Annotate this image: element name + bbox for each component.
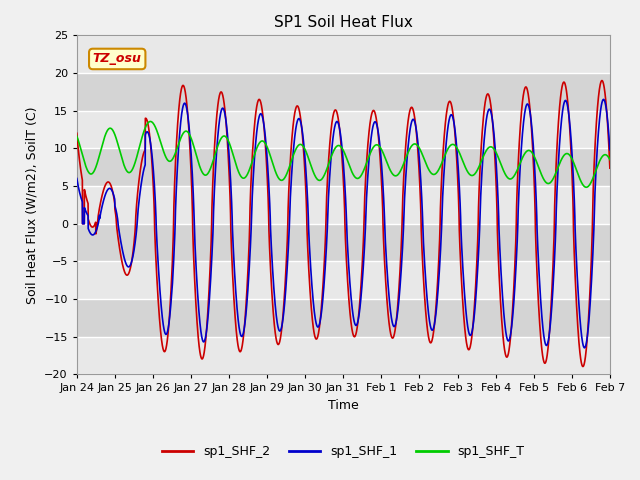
Bar: [77, 73, 610, 111]
Bar: [77, 111, 610, 148]
Text: TZ_osu: TZ_osu: [93, 52, 141, 65]
Y-axis label: Soil Heat Flux (W/m2), SoilT (C): Soil Heat Flux (W/m2), SoilT (C): [26, 106, 38, 304]
Bar: [77, 299, 610, 337]
Title: SP1 Soil Heat Flux: SP1 Soil Heat Flux: [274, 15, 413, 30]
Bar: [77, 148, 610, 186]
Legend: sp1_SHF_2, sp1_SHF_1, sp1_SHF_T: sp1_SHF_2, sp1_SHF_1, sp1_SHF_T: [157, 440, 529, 463]
X-axis label: Time: Time: [328, 399, 358, 412]
Bar: [77, 337, 610, 374]
Bar: [77, 262, 610, 299]
Bar: [77, 36, 610, 73]
Bar: [77, 224, 610, 262]
Bar: [77, 186, 610, 224]
